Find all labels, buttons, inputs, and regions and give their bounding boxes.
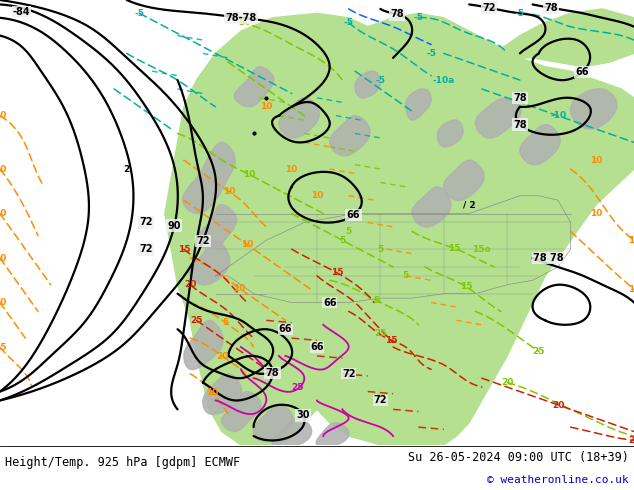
Text: 78: 78 <box>545 3 558 13</box>
Text: 78: 78 <box>513 120 527 129</box>
Text: 10: 10 <box>0 209 6 218</box>
Text: 66: 66 <box>576 67 589 77</box>
Text: 10: 10 <box>628 285 634 294</box>
Text: 25: 25 <box>374 329 387 338</box>
Text: 72: 72 <box>139 218 153 227</box>
Text: 15: 15 <box>448 244 460 253</box>
Polygon shape <box>196 205 236 249</box>
Polygon shape <box>184 320 223 369</box>
Text: 15: 15 <box>385 336 398 344</box>
Text: 72: 72 <box>482 3 496 13</box>
Polygon shape <box>316 423 349 447</box>
Polygon shape <box>520 124 560 165</box>
Text: 5: 5 <box>373 296 380 305</box>
Text: -84: -84 <box>13 7 30 17</box>
Text: 25: 25 <box>190 316 203 325</box>
Polygon shape <box>355 71 380 98</box>
Text: 25: 25 <box>292 383 304 392</box>
Text: 20: 20 <box>628 436 634 445</box>
Text: -5: -5 <box>344 18 354 27</box>
Text: -5: -5 <box>515 9 525 18</box>
Text: 5: 5 <box>346 227 352 236</box>
Text: 72: 72 <box>196 236 210 246</box>
Text: 20: 20 <box>216 352 228 361</box>
Polygon shape <box>183 143 235 214</box>
Text: 15: 15 <box>331 269 344 277</box>
Text: -5: -5 <box>134 9 145 18</box>
Text: © weatheronline.co.uk: © weatheronline.co.uk <box>487 475 629 485</box>
Polygon shape <box>406 89 431 120</box>
Text: 10: 10 <box>590 156 602 165</box>
Polygon shape <box>203 374 242 415</box>
Text: -10: -10 <box>550 111 566 121</box>
Text: 66: 66 <box>278 324 292 334</box>
Text: 5: 5 <box>238 18 244 27</box>
Text: 10: 10 <box>243 170 256 179</box>
Text: 66: 66 <box>347 210 360 220</box>
Text: 78-78: 78-78 <box>226 13 257 23</box>
Text: 78 78: 78 78 <box>533 253 563 263</box>
Polygon shape <box>412 187 451 227</box>
Text: 72: 72 <box>342 369 356 379</box>
Polygon shape <box>495 9 634 67</box>
Text: 5: 5 <box>339 236 346 245</box>
Text: 78: 78 <box>266 368 280 378</box>
Text: 66: 66 <box>323 297 337 308</box>
Text: -5: -5 <box>375 75 385 85</box>
Text: -5: -5 <box>426 49 436 58</box>
Text: 72: 72 <box>139 244 153 254</box>
Polygon shape <box>437 120 463 147</box>
Text: 10: 10 <box>223 187 235 196</box>
Text: 10: 10 <box>0 253 6 263</box>
Polygon shape <box>165 13 634 445</box>
Polygon shape <box>444 160 484 200</box>
Text: 20: 20 <box>184 280 197 289</box>
Polygon shape <box>272 418 312 447</box>
Text: 10: 10 <box>0 111 6 120</box>
Text: 25: 25 <box>533 347 545 356</box>
Text: -5: -5 <box>413 13 424 23</box>
Text: 10: 10 <box>590 209 602 218</box>
Polygon shape <box>221 392 261 432</box>
Text: 10: 10 <box>207 388 219 397</box>
Text: 66: 66 <box>310 342 324 352</box>
Polygon shape <box>234 67 274 107</box>
Text: 5: 5 <box>222 318 228 327</box>
Text: 10: 10 <box>285 165 298 173</box>
Text: 10: 10 <box>233 284 245 293</box>
Text: 15: 15 <box>460 282 472 291</box>
Text: 5: 5 <box>377 245 384 254</box>
Text: 72: 72 <box>373 395 387 405</box>
Text: 78: 78 <box>513 93 527 103</box>
Text: 10: 10 <box>311 191 323 200</box>
Text: 90: 90 <box>167 220 181 231</box>
Text: 5: 5 <box>403 271 409 280</box>
Text: 15o: 15o <box>472 245 491 254</box>
Text: 15: 15 <box>0 343 6 351</box>
Polygon shape <box>190 240 230 285</box>
Text: -10a: -10a <box>432 75 455 85</box>
Text: 10: 10 <box>242 241 254 249</box>
Text: / 2: / 2 <box>463 200 476 209</box>
Text: 10: 10 <box>260 102 273 111</box>
Text: 78: 78 <box>391 9 404 19</box>
Text: 15: 15 <box>178 245 190 254</box>
Text: 20: 20 <box>552 400 564 410</box>
Text: 10: 10 <box>0 298 6 307</box>
Polygon shape <box>254 405 293 441</box>
Text: 10: 10 <box>0 165 6 173</box>
Polygon shape <box>279 98 319 138</box>
Polygon shape <box>330 116 370 156</box>
Text: 30: 30 <box>297 410 310 420</box>
Text: Su 26-05-2024 09:00 UTC (18+39): Su 26-05-2024 09:00 UTC (18+39) <box>408 451 629 464</box>
Text: Height/Temp. 925 hPa [gdpm] ECMWF: Height/Temp. 925 hPa [gdpm] ECMWF <box>5 456 240 468</box>
Polygon shape <box>476 98 521 138</box>
Text: 10: 10 <box>628 236 634 245</box>
Text: 20: 20 <box>501 378 514 387</box>
Text: 2: 2 <box>124 165 130 173</box>
Polygon shape <box>571 89 617 129</box>
